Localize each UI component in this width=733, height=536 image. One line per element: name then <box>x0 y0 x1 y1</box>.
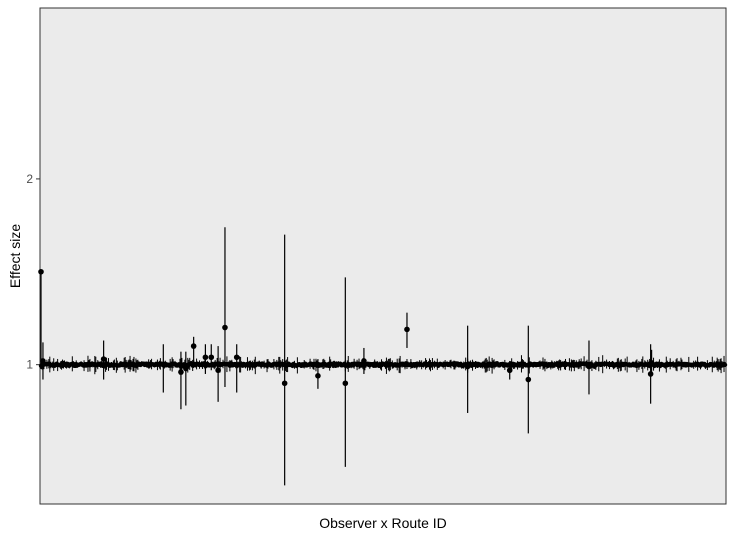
data-point <box>38 268 44 275</box>
plot-panel <box>39 7 727 505</box>
y-tick-label: 2 <box>26 172 33 186</box>
data-point <box>40 358 46 364</box>
data-point <box>160 361 167 368</box>
data-point <box>648 360 655 366</box>
data-point <box>404 326 410 333</box>
data-point <box>525 376 532 383</box>
x-axis-title: Observer x Route ID <box>319 515 447 531</box>
y-axis: 12 <box>26 172 40 372</box>
data-point <box>202 354 209 361</box>
data-point <box>361 358 367 364</box>
data-point <box>342 380 349 387</box>
data-point <box>100 356 107 362</box>
data-point <box>190 343 197 349</box>
data-point <box>647 371 654 377</box>
data-point <box>506 367 513 374</box>
data-point <box>233 354 240 361</box>
y-tick-label: 1 <box>26 358 33 372</box>
data-point <box>215 367 221 374</box>
data-point <box>586 363 592 370</box>
data-point <box>281 380 288 387</box>
data-point <box>222 324 228 331</box>
data-point <box>208 354 215 361</box>
y-axis-title: Effect size <box>7 224 23 289</box>
data-point <box>315 373 321 379</box>
baseline-point <box>722 362 728 368</box>
data-marks <box>38 227 655 486</box>
data-point <box>183 365 189 372</box>
data-point <box>464 363 471 370</box>
data-point <box>178 369 184 375</box>
baseline-cluster <box>38 355 728 375</box>
